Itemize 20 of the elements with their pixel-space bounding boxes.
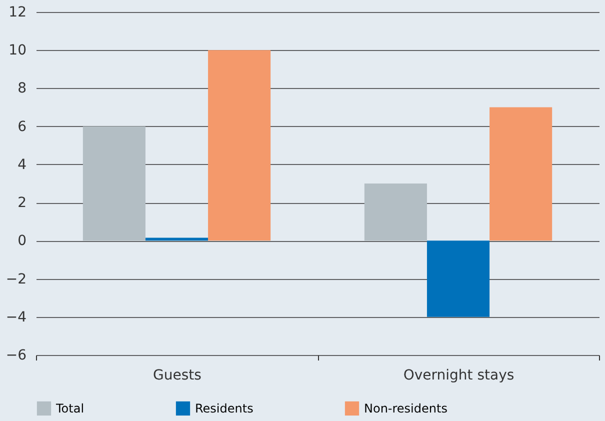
legend-label: Non-residents (364, 401, 448, 416)
legend-label: Total (55, 401, 84, 416)
bar (490, 107, 552, 241)
bar (364, 184, 427, 241)
y-tick-label: 10 (8, 42, 26, 59)
y-tick-label: −2 (6, 271, 26, 288)
bar (208, 50, 271, 241)
y-tick-label: −4 (6, 309, 27, 326)
y-tick-label: 6 (18, 118, 27, 135)
x-tick-label: Overnight stays (403, 368, 514, 384)
y-tick-label: 4 (18, 156, 27, 173)
y-tick-label: 0 (18, 233, 26, 250)
legend-label: Residents (195, 401, 254, 416)
bar (82, 126, 146, 241)
y-tick-label: 8 (18, 80, 26, 97)
x-tick-label: Guests (153, 368, 202, 384)
y-tick-label: −6 (6, 348, 27, 364)
y-tick-label: 2 (18, 195, 26, 212)
y-tick-label: 12 (8, 4, 26, 20)
bar (426, 240, 490, 317)
